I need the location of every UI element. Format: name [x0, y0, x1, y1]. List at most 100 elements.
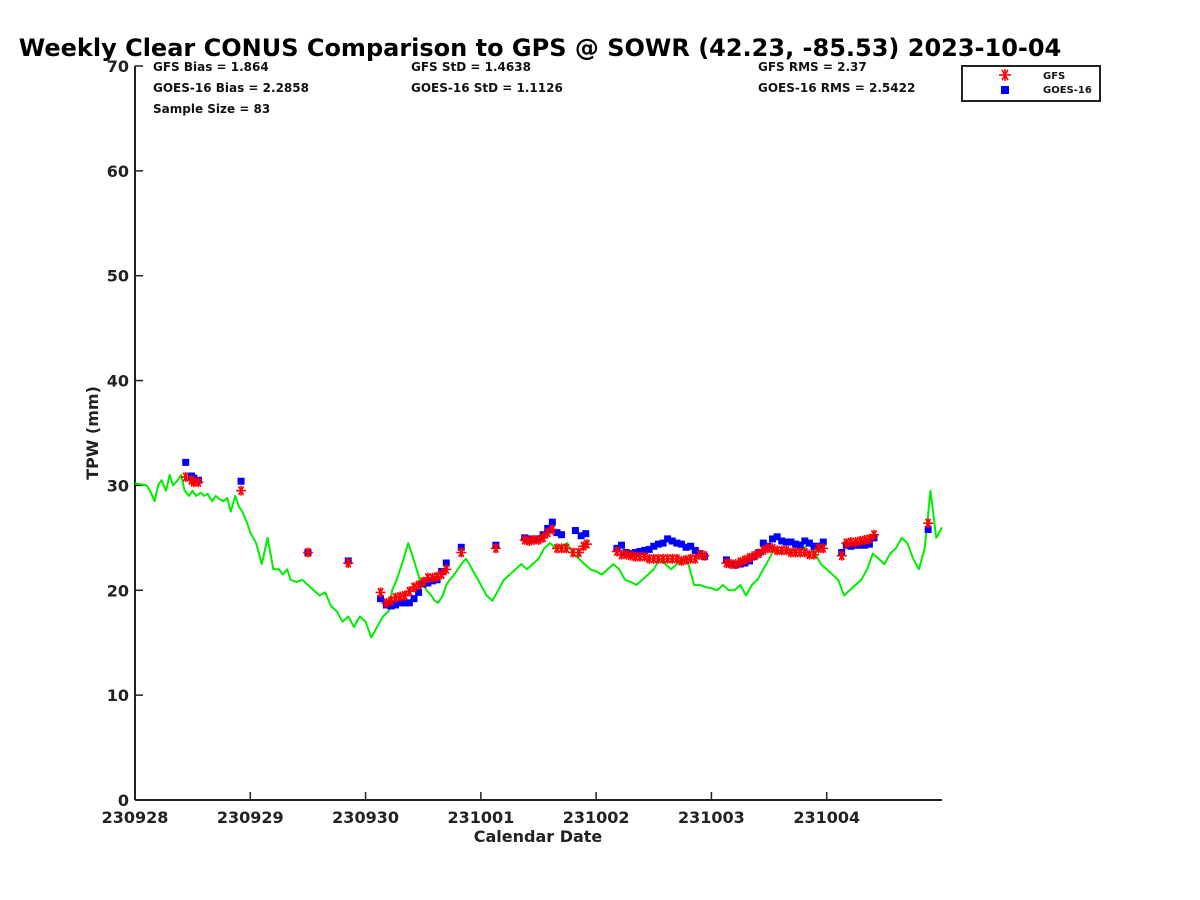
goes-point: [457, 543, 465, 551]
gfs-point: [581, 539, 592, 550]
goes-point: [682, 543, 690, 551]
gfs-point: [699, 550, 710, 561]
x-tick-label: 230928: [102, 808, 169, 827]
goes-point: [677, 540, 685, 548]
gfs-point: [456, 547, 467, 558]
gfs-point: [855, 536, 866, 547]
goes-point: [618, 541, 626, 549]
y-tick-label: 40: [107, 372, 129, 391]
gfs-point: [809, 549, 820, 560]
y-axis-label: TPW (mm): [83, 386, 102, 480]
y-tick-label: 0: [118, 791, 129, 810]
x-axis-label: Calendar Date: [474, 827, 603, 846]
goes-point: [861, 541, 869, 549]
goes-point: [787, 538, 795, 546]
goes-point: [782, 538, 790, 546]
goes-point: [796, 541, 804, 549]
legend-gfs-label: GFS: [1043, 71, 1065, 82]
goes-point: [582, 530, 590, 538]
goes-point: [410, 595, 418, 603]
gfs-point: [573, 547, 584, 558]
goes-point: [773, 533, 781, 541]
goes-point: [769, 535, 777, 543]
stat-gfs-bias: GFS Bias = 1.864: [153, 60, 269, 74]
y-tick-label: 50: [107, 267, 129, 286]
gfs-point: [236, 485, 247, 496]
goes-point: [405, 599, 413, 607]
x-tick-label: 230930: [332, 808, 399, 827]
gfs-point: [302, 547, 313, 558]
legend-box: [961, 65, 1101, 102]
gfs-point: [436, 569, 447, 580]
y-ticks: 0 10 20 30 40 50 60 70: [107, 57, 143, 810]
gfs-series: [180, 472, 934, 608]
goes-point: [659, 539, 667, 547]
goes-point: [424, 579, 432, 587]
goes-point: [654, 540, 662, 548]
gfs-point: [519, 534, 530, 545]
goes-point: [691, 546, 699, 554]
gfs-point: [868, 529, 879, 540]
goes-point: [645, 545, 653, 553]
stats-block: GFS Bias = 1.864 GOES-16 Bias = 2.2858 S…: [153, 60, 915, 116]
goes-point: [792, 540, 800, 548]
legend: GFS GOES-16: [961, 65, 1101, 102]
gfs-point: [864, 533, 875, 544]
goes-point: [865, 540, 873, 548]
legend-gfs-marker: [999, 69, 1011, 81]
x-tick-label: 231004: [793, 808, 860, 827]
stat-gfs-std: GFS StD = 1.4638: [411, 60, 531, 74]
stat-sample-size: Sample Size = 83: [153, 102, 270, 116]
goes-point: [810, 542, 818, 550]
gfs-point: [547, 524, 558, 535]
goes-point: [924, 525, 932, 533]
gfs-point: [441, 564, 452, 575]
chart-title: Weekly Clear CONUS Comparison to GPS @ S…: [19, 34, 1062, 62]
gfs-point: [490, 543, 501, 554]
gfs-point: [193, 477, 204, 488]
gfs-point: [399, 590, 410, 601]
x-tick-label: 231002: [563, 808, 630, 827]
goes-point: [415, 588, 423, 596]
goes-point: [687, 542, 695, 550]
goes-point: [673, 539, 681, 547]
goes-point: [664, 535, 672, 543]
goes-point: [387, 602, 395, 610]
goes-point: [650, 542, 658, 550]
gfs-point: [343, 558, 354, 569]
goes-point: [392, 601, 400, 609]
stat-gfs-rms: GFS RMS = 2.37: [758, 60, 867, 74]
x-tick-label: 231001: [447, 808, 514, 827]
goes-point: [641, 546, 649, 554]
goes-point: [377, 595, 385, 603]
legend-gfs-asterisk: [999, 69, 1011, 81]
stat-goes-rms: GOES-16 RMS = 2.5422: [758, 81, 915, 95]
goes-series: [182, 458, 932, 610]
goes-point: [636, 547, 644, 555]
legend-goes-label: GOES-16: [1043, 85, 1092, 96]
stat-goes-std: GOES-16 StD = 1.1126: [411, 81, 563, 95]
gfs-point: [418, 576, 429, 587]
goes-point: [759, 539, 767, 547]
stat-goes-bias: GOES-16 Bias = 2.2858: [153, 81, 309, 95]
goes-point: [801, 537, 809, 545]
gps-series: [134, 473, 943, 639]
gfs-point: [681, 554, 692, 565]
gfs-point: [561, 543, 572, 554]
gfs-point: [690, 553, 701, 564]
goes-point: [778, 537, 786, 545]
goes-point: [548, 518, 556, 526]
x-tick-label: 231003: [678, 808, 745, 827]
goes-point: [401, 599, 409, 607]
gfs-point: [568, 547, 579, 558]
goes-point: [396, 599, 404, 607]
y-tick-label: 10: [107, 686, 129, 705]
gfs-point: [404, 586, 415, 597]
x-ticks: 230928 230929 230930 231001 231002 231003 2310…: [102, 792, 860, 827]
y-tick-label: 60: [107, 162, 129, 181]
x-tick-label: 230929: [217, 808, 284, 827]
y-tick-label: 20: [107, 581, 129, 600]
gfs-point: [538, 532, 549, 543]
gfs-point: [923, 518, 934, 529]
